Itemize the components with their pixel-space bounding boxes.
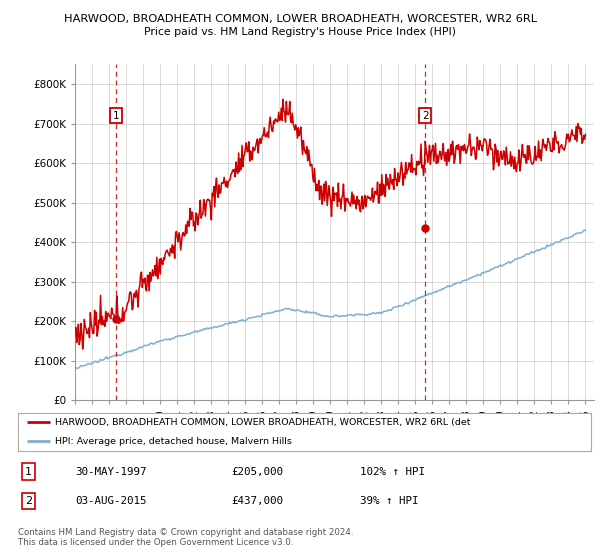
Text: £205,000: £205,000 — [231, 466, 283, 477]
Text: 1: 1 — [25, 466, 32, 477]
Text: £437,000: £437,000 — [231, 496, 283, 506]
Text: 2: 2 — [422, 111, 428, 121]
Text: 1: 1 — [113, 111, 119, 121]
Text: Price paid vs. HM Land Registry's House Price Index (HPI): Price paid vs. HM Land Registry's House … — [144, 27, 456, 37]
Text: 30-MAY-1997: 30-MAY-1997 — [75, 466, 146, 477]
Text: 03-AUG-2015: 03-AUG-2015 — [75, 496, 146, 506]
Text: 39% ↑ HPI: 39% ↑ HPI — [360, 496, 419, 506]
Text: 102% ↑ HPI: 102% ↑ HPI — [360, 466, 425, 477]
Text: HARWOOD, BROADHEATH COMMON, LOWER BROADHEATH, WORCESTER, WR2 6RL: HARWOOD, BROADHEATH COMMON, LOWER BROADH… — [64, 14, 536, 24]
Text: HARWOOD, BROADHEATH COMMON, LOWER BROADHEATH, WORCESTER, WR2 6RL (det: HARWOOD, BROADHEATH COMMON, LOWER BROADH… — [55, 418, 471, 427]
Text: HPI: Average price, detached house, Malvern Hills: HPI: Average price, detached house, Malv… — [55, 437, 292, 446]
Text: 2: 2 — [25, 496, 32, 506]
Text: Contains HM Land Registry data © Crown copyright and database right 2024.
This d: Contains HM Land Registry data © Crown c… — [18, 528, 353, 548]
